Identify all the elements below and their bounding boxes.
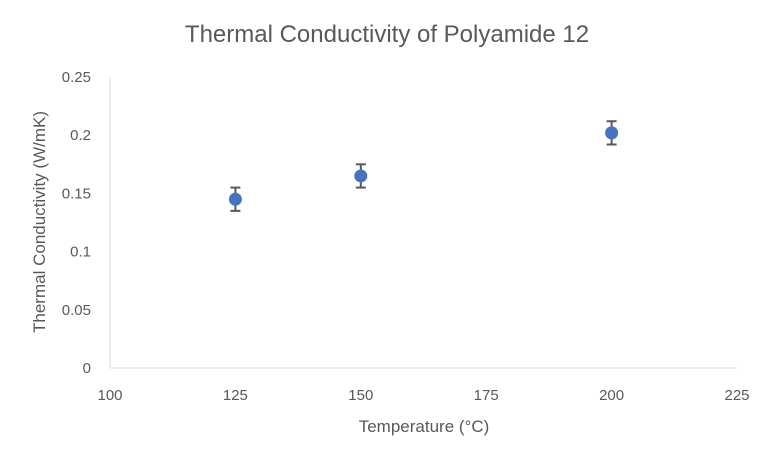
data-point: [354, 169, 368, 183]
y-tick-label: 0.25: [62, 69, 91, 86]
data-point: [605, 126, 619, 140]
data-point: [228, 192, 242, 206]
y-axis-label: Thermal Conductivity (W/mK): [30, 111, 49, 333]
x-tick-label: 100: [97, 387, 122, 404]
y-tick-label: 0.15: [62, 185, 91, 202]
x-tick-label: 225: [724, 387, 749, 404]
x-tick-label: 200: [599, 387, 624, 404]
chart-title: Thermal Conductivity of Polyamide 12: [185, 21, 589, 48]
x-tick-label: 175: [474, 387, 499, 404]
x-axis-label: Temperature (°C): [359, 417, 490, 436]
x-tick-label: 125: [223, 387, 248, 404]
y-tick-label: 0.05: [62, 302, 91, 319]
y-tick-label: 0.2: [70, 127, 91, 144]
y-tick-label: 0.1: [70, 244, 91, 261]
y-tick-label: 0: [83, 360, 91, 377]
x-tick-label: 150: [348, 387, 373, 404]
